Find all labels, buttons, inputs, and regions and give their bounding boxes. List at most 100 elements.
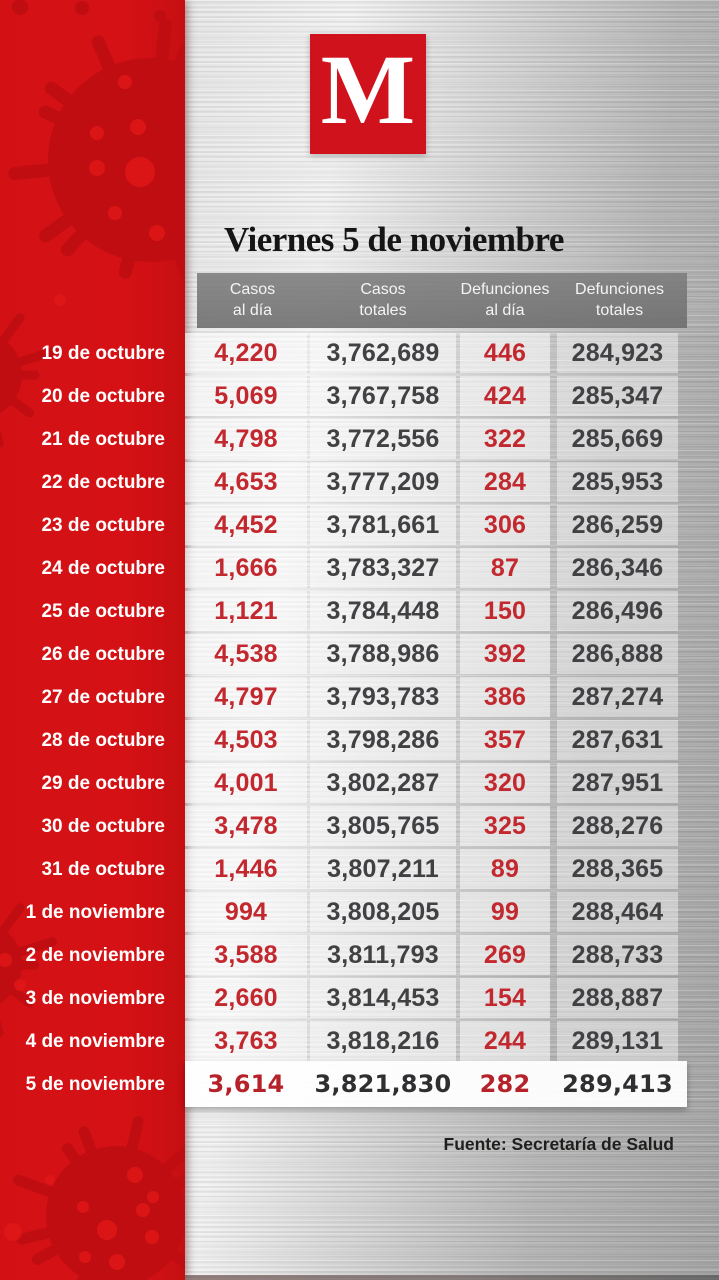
header-daily-cases: Casos al día (229, 281, 276, 319)
daily-deaths-value: 392 (460, 634, 550, 674)
table-row: 26 de octubre 4,538 3,788,986 392 286,88… (0, 633, 719, 676)
daily-cases-value: 3,614 (207, 1070, 285, 1098)
daily-cases-value: 3,588 (185, 935, 307, 975)
total-deaths-value: 286,259 (557, 505, 678, 545)
daily-deaths-value: 306 (460, 505, 550, 545)
total-deaths-value: 286,496 (557, 591, 678, 631)
total-cases-value: 3,793,783 (310, 677, 456, 717)
red-side-band (0, 0, 185, 1280)
total-cases-value: 3,808,205 (310, 892, 456, 932)
total-deaths-value: 285,669 (557, 419, 678, 459)
table-row: 1 de noviembre 994 3,808,205 99 288,464 (0, 891, 719, 934)
total-deaths-value: 285,953 (557, 462, 678, 502)
total-cases-value: 3,805,765 (310, 806, 456, 846)
daily-cases-value: 1,121 (185, 591, 307, 631)
daily-deaths-value: 150 (460, 591, 550, 631)
row-date-label: 22 de octubre (41, 471, 165, 493)
daily-cases-value: 2,660 (185, 978, 307, 1018)
daily-deaths-value: 284 (460, 462, 550, 502)
daily-deaths-value: 322 (460, 419, 550, 459)
total-deaths-value: 286,888 (557, 634, 678, 674)
source-note: Fuente: Secretaría de Salud (443, 1134, 675, 1154)
row-date-label: 21 de octubre (41, 428, 165, 450)
total-cases-value: 3,767,758 (310, 376, 456, 416)
total-deaths-value: 287,631 (557, 720, 678, 760)
total-cases-value: 3,784,448 (310, 591, 456, 631)
table-body: 19 de octubre 4,220 3,762,689 446 284,92… (0, 332, 719, 1107)
row-date-label: 25 de octubre (41, 600, 165, 622)
daily-cases-value: 4,452 (185, 505, 307, 545)
table-row: 23 de octubre 4,452 3,781,661 306 286,25… (0, 504, 719, 547)
row-date-label: 24 de octubre (41, 557, 165, 579)
daily-cases-value: 4,001 (185, 763, 307, 803)
daily-deaths-value: 282 (479, 1070, 531, 1098)
daily-cases-value: 4,653 (185, 462, 307, 502)
daily-deaths-value: 320 (460, 763, 550, 803)
daily-deaths-value: 99 (460, 892, 550, 932)
row-date-label: 19 de octubre (41, 342, 165, 364)
table-row: 4 de noviembre 3,763 3,818,216 244 289,1… (0, 1020, 719, 1063)
table-row: 31 de octubre 1,446 3,807,211 89 288,365 (0, 848, 719, 891)
daily-cases-value: 4,220 (185, 333, 307, 373)
row-date-label: 23 de octubre (41, 514, 165, 536)
row-date-label: 4 de noviembre (25, 1030, 165, 1052)
total-cases-value: 3,783,327 (310, 548, 456, 588)
total-cases-value: 3,802,287 (310, 763, 456, 803)
table-row: 28 de octubre 4,503 3,798,286 357 287,63… (0, 719, 719, 762)
total-deaths-value: 288,365 (557, 849, 678, 889)
row-date-label: 27 de octubre (41, 686, 165, 708)
daily-cases-value: 3,478 (185, 806, 307, 846)
header-total-deaths: Defunciones totales (575, 281, 664, 319)
total-cases-value: 3,772,556 (310, 419, 456, 459)
table-row: 3 de noviembre 2,660 3,814,453 154 288,8… (0, 977, 719, 1020)
daily-cases-value: 4,538 (185, 634, 307, 674)
total-deaths-value: 289,131 (557, 1021, 678, 1061)
total-deaths-value: 286,346 (557, 548, 678, 588)
total-cases-value: 3,798,286 (310, 720, 456, 760)
total-cases-value: 3,814,453 (310, 978, 456, 1018)
table-row: 21 de octubre 4,798 3,772,556 322 285,66… (0, 418, 719, 461)
row-date-label: 26 de octubre (41, 643, 165, 665)
total-deaths-value: 288,733 (557, 935, 678, 975)
table-row: 22 de octubre 4,653 3,777,209 284 285,95… (0, 461, 719, 504)
row-date-label: 3 de noviembre (25, 987, 165, 1009)
table-row: 30 de octubre 3,478 3,805,765 325 288,27… (0, 805, 719, 848)
total-cases-value: 3,807,211 (310, 849, 456, 889)
daily-cases-value: 3,763 (185, 1021, 307, 1061)
virus-decoration (0, 0, 185, 1280)
daily-deaths-value: 386 (460, 677, 550, 717)
header-total-cases: Casos totales (359, 281, 407, 319)
page-title: Viernes 5 de noviembre (224, 220, 564, 259)
daily-deaths-value: 89 (460, 849, 550, 889)
daily-deaths-value: 357 (460, 720, 550, 760)
daily-deaths-value: 154 (460, 978, 550, 1018)
daily-deaths-value: 446 (460, 333, 550, 373)
total-deaths-value: 287,951 (557, 763, 678, 803)
total-cases-value: 3,777,209 (310, 462, 456, 502)
row-date-label: 30 de octubre (41, 815, 165, 837)
total-cases-value: 3,788,986 (310, 634, 456, 674)
total-deaths-value: 287,274 (557, 677, 678, 717)
table-row: 20 de octubre 5,069 3,767,758 424 285,34… (0, 375, 719, 418)
table-row: 24 de octubre 1,666 3,783,327 87 286,346 (0, 547, 719, 590)
table-row: 29 de octubre 4,001 3,802,287 320 287,95… (0, 762, 719, 805)
total-deaths-value: 289,413 (562, 1070, 673, 1098)
total-cases-value: 3,821,830 (314, 1070, 452, 1098)
row-date-label: 1 de noviembre (25, 901, 165, 923)
header-daily-deaths: Defunciones al día (460, 281, 550, 319)
daily-cases-value: 5,069 (185, 376, 307, 416)
table-row: 25 de octubre 1,121 3,784,448 150 286,49… (0, 590, 719, 633)
milenio-logo: M (310, 34, 426, 154)
daily-deaths-value: 244 (460, 1021, 550, 1061)
row-date-label: 5 de noviembre (25, 1073, 165, 1095)
daily-cases-value: 4,797 (185, 677, 307, 717)
daily-cases-value: 4,503 (185, 720, 307, 760)
total-deaths-value: 284,923 (557, 333, 678, 373)
row-date-label: 2 de noviembre (25, 944, 165, 966)
table-header: Casos al día Casos totales Defunciones a… (197, 273, 687, 328)
row-date-label: 31 de octubre (41, 858, 165, 880)
row-date-label: 28 de octubre (41, 729, 165, 751)
daily-deaths-value: 325 (460, 806, 550, 846)
total-cases-value: 3,811,793 (310, 935, 456, 975)
